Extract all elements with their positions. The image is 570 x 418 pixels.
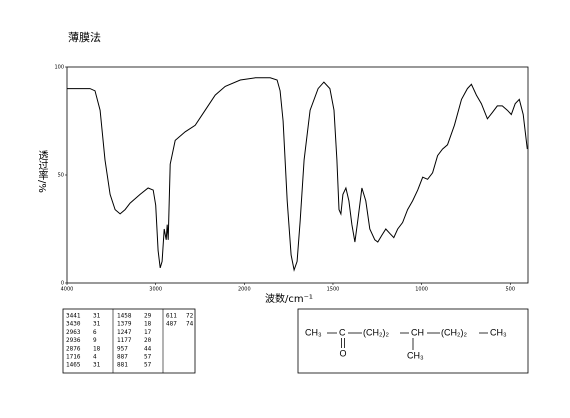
structure-group: (CH₂)₂: [441, 327, 467, 337]
structure-carbonyl: O: [340, 348, 347, 358]
table-cell: 2963: [66, 329, 81, 336]
table-cell: 887: [117, 354, 128, 361]
peak-table-frame: [62, 308, 196, 374]
y-tick-label: 0: [61, 281, 64, 287]
table-cell: 44: [144, 345, 152, 352]
table-cell: 3430: [66, 321, 81, 328]
table-cell: 57: [144, 362, 152, 369]
y-tick-label: 100: [54, 65, 64, 71]
table-cell: 6: [93, 329, 97, 336]
table-cell: 29: [144, 313, 152, 320]
table-cell: 17: [144, 329, 152, 336]
table-cell: 31: [93, 362, 101, 369]
x-axis-label: 波数/cm⁻¹: [265, 292, 313, 305]
structure-bonds: [327, 332, 488, 350]
structure-group: CH₃: [305, 327, 322, 337]
structure-group: (CH₂)₂: [363, 327, 389, 337]
x-tick-label: 500: [505, 287, 515, 293]
x-tick-label: 3000: [149, 287, 162, 293]
table-cell: 31: [93, 313, 101, 320]
table-cell: 957: [117, 345, 128, 352]
x-tick-label: 2000: [238, 287, 251, 293]
spectrum-line: [67, 77, 528, 272]
x-tick-label: 4000: [61, 287, 74, 293]
structure-group: CH₃: [490, 327, 507, 337]
chart-title: 薄膜法: [68, 30, 101, 44]
structure-branch: CH₃: [407, 350, 424, 360]
table-cell: 20: [144, 337, 152, 344]
table-cell: 74: [186, 321, 194, 328]
table-cell: 1247: [117, 329, 132, 336]
table-cell: 31: [93, 321, 101, 328]
table-cell: 1716: [66, 354, 81, 361]
y-axis-label: 透过率/%: [36, 150, 48, 193]
table-cell: 2876: [66, 345, 81, 352]
x-tick-label: 1000: [415, 287, 428, 293]
table-cell: 2936: [66, 337, 81, 344]
table-cell: 9: [93, 337, 97, 344]
table-cell: 1458: [117, 313, 132, 320]
structure-group: CH: [411, 327, 424, 337]
table-cell: 72: [186, 313, 194, 320]
table-cell: 18: [93, 345, 101, 352]
table-cell: 18: [144, 321, 152, 328]
table-cell: 4: [93, 354, 97, 361]
table-cell: 1465: [66, 362, 81, 369]
table-cell: 487: [166, 321, 177, 328]
structure-group: C: [339, 327, 346, 337]
structure-frame: [297, 308, 529, 374]
table-cell: 881: [117, 362, 128, 369]
table-cell: 611: [166, 313, 177, 320]
table-cell: 57: [144, 354, 152, 361]
x-tick-label: 1500: [327, 287, 340, 293]
table-cell: 1177: [117, 337, 132, 344]
table-cell: 1379: [117, 321, 132, 328]
table-cell: 3441: [66, 313, 81, 320]
y-tick-label: 50: [58, 173, 64, 179]
